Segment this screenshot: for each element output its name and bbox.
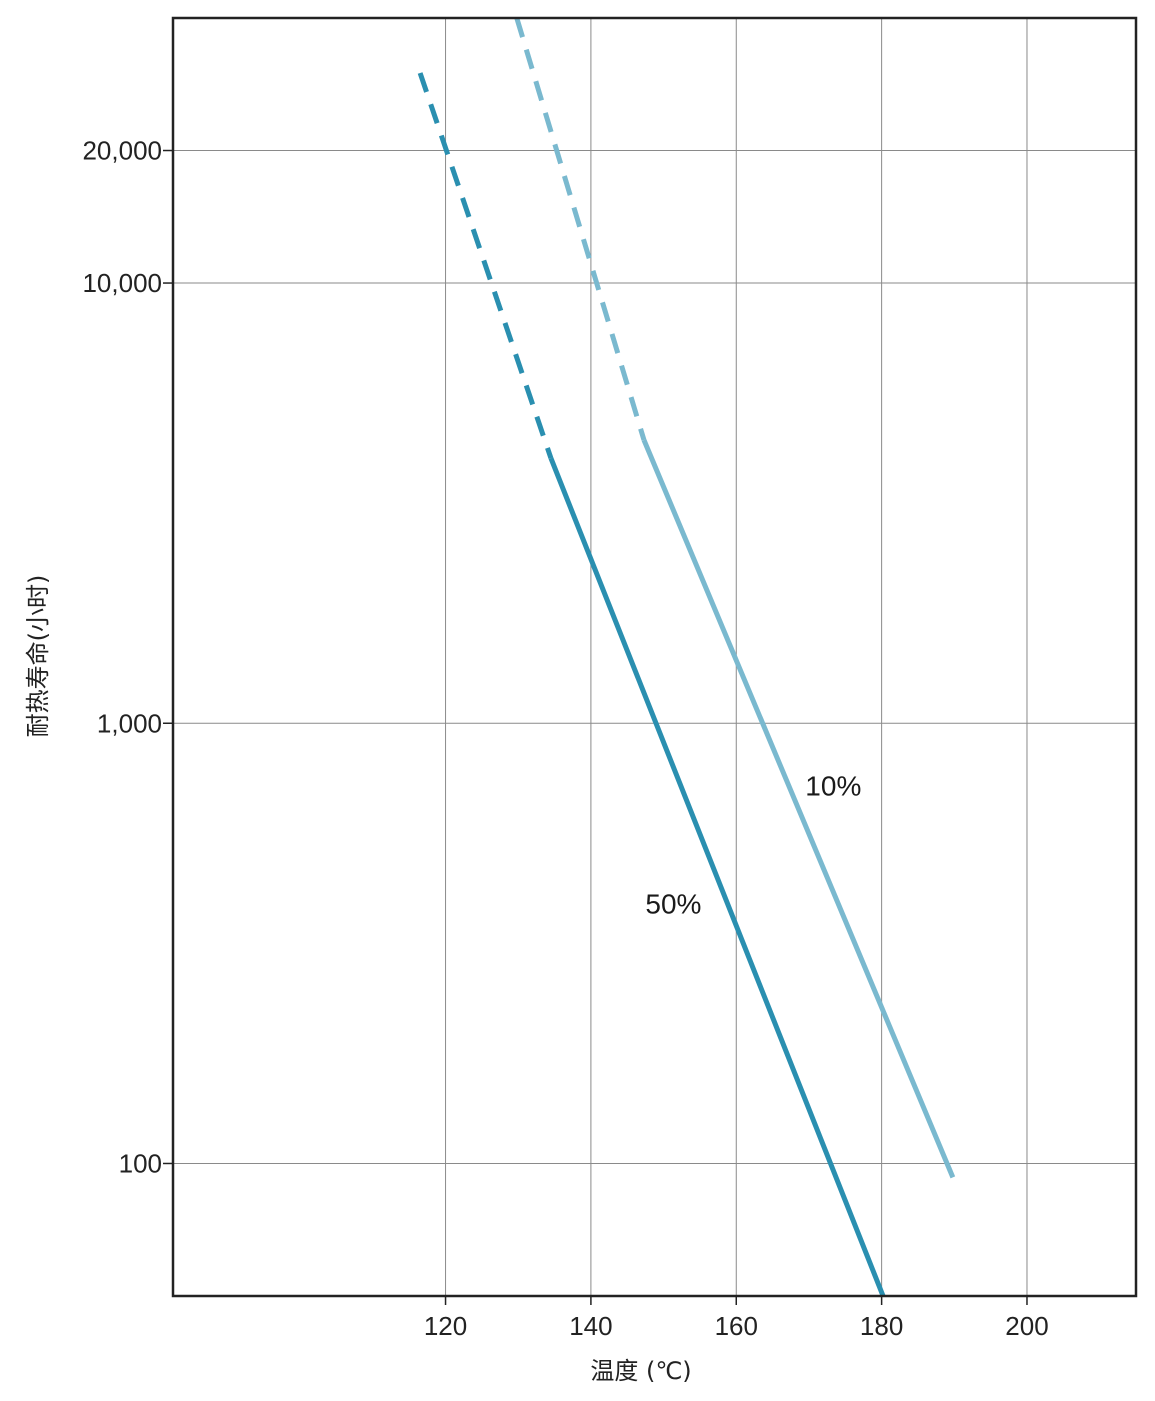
x-tick-label: 160 [715,1311,758,1341]
y-axis-title: 耐热寿命(小时) [24,575,52,738]
series-label: 10% [805,771,861,802]
x-axis-tick-labels: 120 140 160 180 200 [424,1311,1049,1341]
series-label: 50% [645,888,701,919]
x-tick-label: 180 [860,1311,903,1341]
series-lines [417,17,956,1297]
x-axis-title: 温度 (℃) [590,1357,691,1385]
y-axis-tick-marks [163,149,173,1165]
x-tick-label: 200 [1005,1311,1048,1341]
plot-frame [171,16,1138,1298]
series-50-percent-solid-segment [548,457,886,1297]
y-tick-label: 1,000 [97,708,162,738]
x-tick-label: 120 [424,1311,467,1341]
series-10-percent-dashed-segment [514,17,647,441]
x-tick-label: 140 [569,1311,612,1341]
series-50-percent [417,72,886,1297]
plot-background [173,18,1136,1296]
y-tick-label: 100 [119,1148,162,1178]
x-axis-tick-marks [444,1296,1028,1305]
y-axis-tick-labels: 100 1,000 10,000 20,000 [82,136,162,1179]
series-annotations: 10% 50% [645,771,861,920]
series-10-percent [514,17,956,1179]
series-10-percent-solid-segment [641,439,956,1179]
y-tick-label: 20,000 [82,136,162,166]
series-50-percent-dashed-segment [417,72,554,460]
y-tick-label: 10,000 [82,268,162,298]
